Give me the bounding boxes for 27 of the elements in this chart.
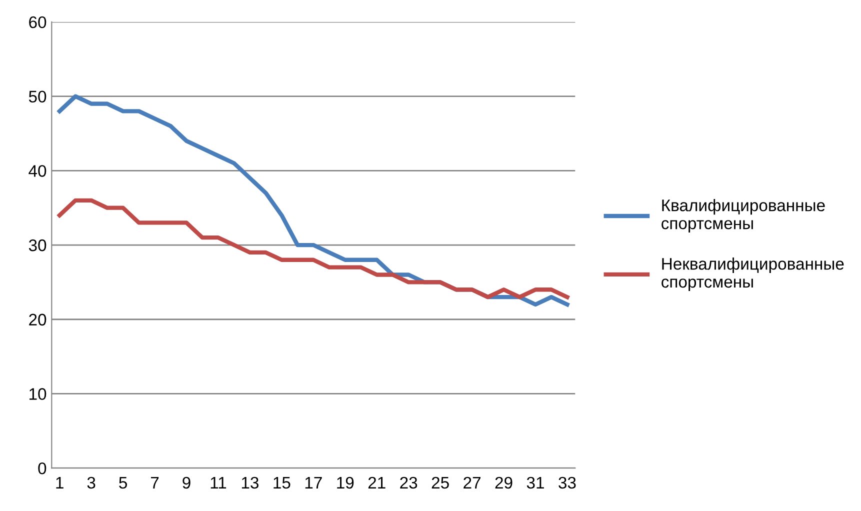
y-tick-label: 10 bbox=[30, 388, 46, 400]
line-series bbox=[58, 198, 570, 300]
x-tick-label: 23 bbox=[400, 476, 418, 489]
x-tick-label: 17 bbox=[305, 477, 322, 488]
x-tick-label: 33 bbox=[558, 476, 576, 489]
x-tick-label: 31 bbox=[526, 476, 544, 489]
y-tick-label: 60 bbox=[29, 16, 46, 28]
x-tick-label: 29 bbox=[495, 476, 512, 489]
x-tick-label: 11 bbox=[210, 477, 226, 488]
x-tick-label: 7 bbox=[150, 477, 159, 488]
y-tick-label: 40 bbox=[28, 165, 46, 177]
x-tick-label: 13 bbox=[242, 476, 258, 489]
x-tick-label: 25 bbox=[432, 476, 449, 489]
x-tick-label: 27 bbox=[464, 476, 480, 488]
y-tick-label: 50 bbox=[28, 90, 46, 103]
y-tick-label: 20 bbox=[29, 314, 46, 326]
y-tick-label: 0 bbox=[38, 462, 46, 474]
legend-label: Неквалифицированные спортсмены bbox=[662, 258, 844, 292]
y-tick-label: 30 bbox=[28, 239, 46, 252]
x-tick-label: 15 bbox=[274, 477, 290, 489]
x-tick-label: 3 bbox=[87, 476, 96, 489]
legend-label: Квалифицированные спортсмены bbox=[662, 199, 825, 233]
x-tick-label: 21 bbox=[368, 476, 386, 488]
x-tick-label: 5 bbox=[119, 477, 127, 489]
x-tick-label: 1 bbox=[56, 477, 64, 488]
x-tick-label: 19 bbox=[337, 476, 354, 489]
x-tick-label: 9 bbox=[182, 476, 190, 489]
